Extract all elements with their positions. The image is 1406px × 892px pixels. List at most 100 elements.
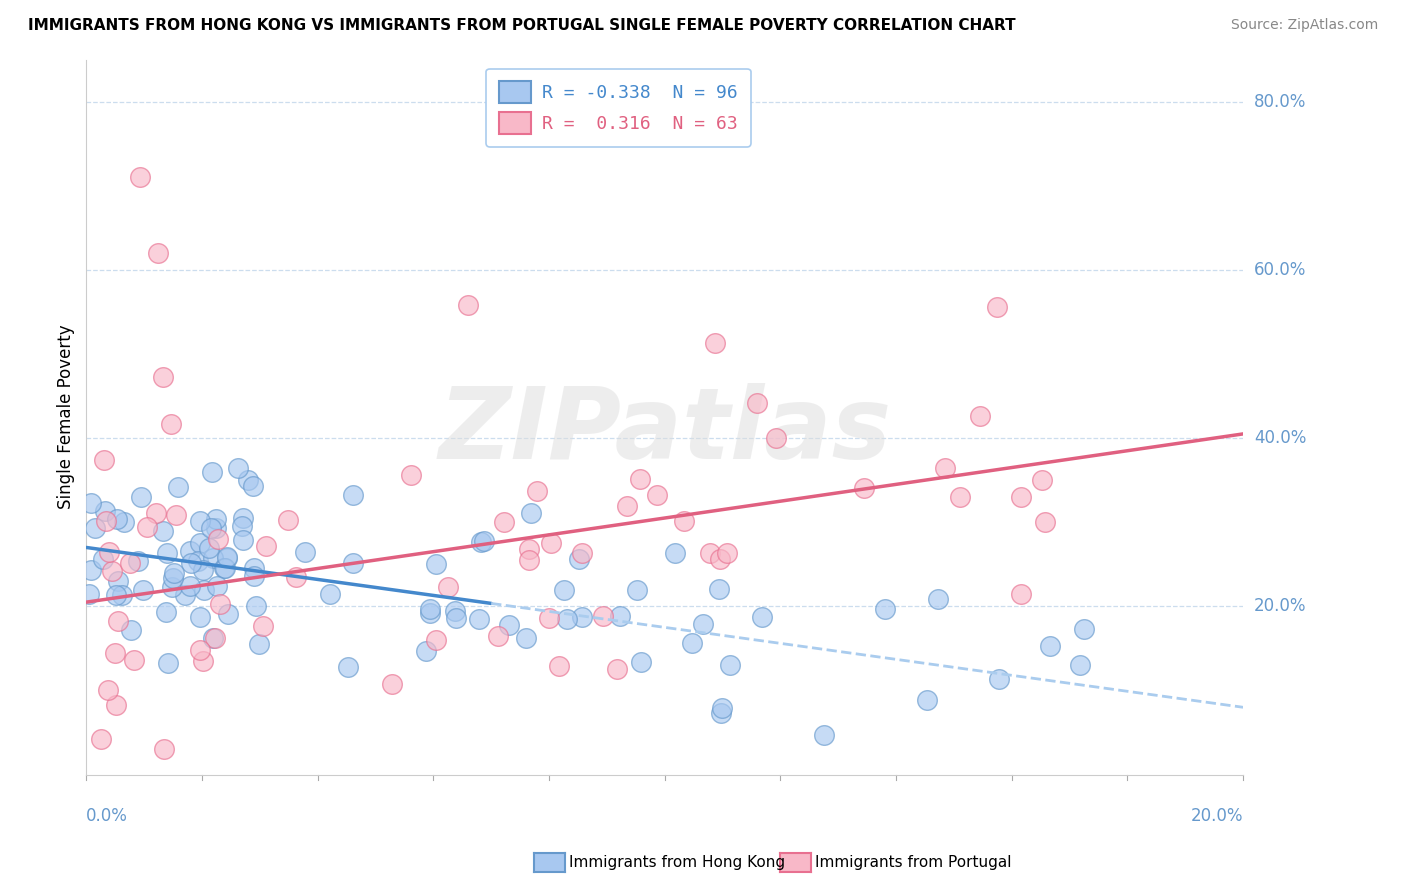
Point xyxy=(1039,639,1062,653)
Text: 20.0%: 20.0% xyxy=(1191,806,1243,825)
Point xyxy=(1031,473,1053,487)
Point xyxy=(191,654,214,668)
Point xyxy=(214,561,236,575)
Point xyxy=(446,611,468,625)
Text: Immigrants from Portugal: Immigrants from Portugal xyxy=(815,855,1012,870)
Point xyxy=(101,564,124,578)
Point xyxy=(188,643,211,657)
Point xyxy=(444,604,467,618)
Point xyxy=(242,561,264,575)
Point xyxy=(105,512,128,526)
Point xyxy=(162,566,184,581)
Point xyxy=(104,698,127,712)
Point xyxy=(180,556,202,570)
Point xyxy=(540,536,562,550)
Point xyxy=(91,551,114,566)
Point xyxy=(205,511,228,525)
Point xyxy=(215,551,238,566)
Point xyxy=(704,336,727,351)
Point xyxy=(747,396,769,410)
Point xyxy=(107,614,129,628)
Point xyxy=(517,541,540,556)
Point xyxy=(152,369,174,384)
Point xyxy=(813,728,835,742)
Point xyxy=(205,521,228,535)
Point xyxy=(198,541,221,555)
Point xyxy=(188,609,211,624)
Point xyxy=(187,554,209,568)
Point xyxy=(201,465,224,479)
Point xyxy=(710,706,733,720)
Point xyxy=(526,484,548,499)
Point xyxy=(934,461,956,475)
Point xyxy=(553,583,575,598)
Point xyxy=(425,558,447,572)
Point xyxy=(709,552,731,566)
Point xyxy=(217,607,239,622)
Point xyxy=(162,571,184,585)
Text: 20.0%: 20.0% xyxy=(1254,598,1306,615)
Point xyxy=(319,587,342,601)
Point xyxy=(215,549,238,564)
Point xyxy=(1010,587,1032,601)
Point xyxy=(419,602,441,616)
Point xyxy=(337,660,360,674)
Point xyxy=(381,676,404,690)
Point xyxy=(155,606,177,620)
Point xyxy=(415,644,437,658)
Point xyxy=(148,246,170,260)
Legend: R = -0.338  N = 96, R =  0.316  N = 63: R = -0.338 N = 96, R = 0.316 N = 63 xyxy=(486,69,751,147)
Point xyxy=(853,481,876,495)
Point xyxy=(97,682,120,697)
Point xyxy=(927,591,949,606)
Point xyxy=(112,515,135,529)
Point xyxy=(630,655,652,669)
Point xyxy=(1010,490,1032,504)
Point xyxy=(236,473,259,487)
Point xyxy=(555,612,578,626)
Point xyxy=(205,579,228,593)
Point xyxy=(664,546,686,560)
Point xyxy=(515,632,537,646)
Point xyxy=(152,742,174,756)
Point xyxy=(472,534,495,549)
Point xyxy=(94,503,117,517)
Text: 40.0%: 40.0% xyxy=(1254,429,1306,447)
Point xyxy=(201,550,224,565)
Point xyxy=(207,532,229,546)
Point xyxy=(498,618,520,632)
Point xyxy=(208,597,231,611)
Point xyxy=(212,561,235,575)
Point xyxy=(97,544,120,558)
Point xyxy=(120,556,142,570)
Point xyxy=(188,536,211,550)
Point xyxy=(94,514,117,528)
Point xyxy=(988,672,1011,686)
Point xyxy=(571,609,593,624)
Point xyxy=(104,646,127,660)
Point xyxy=(969,409,991,423)
Point xyxy=(204,631,226,645)
Point xyxy=(342,556,364,570)
Point xyxy=(875,602,897,616)
Point xyxy=(537,610,560,624)
Point xyxy=(200,521,222,535)
Point xyxy=(716,545,738,559)
Point xyxy=(247,637,270,651)
Point xyxy=(188,514,211,528)
Point xyxy=(399,468,422,483)
Point xyxy=(673,515,696,529)
Text: 80.0%: 80.0% xyxy=(1254,93,1306,111)
Point xyxy=(470,534,492,549)
Point xyxy=(645,488,668,502)
Y-axis label: Single Female Poverty: Single Female Poverty xyxy=(58,325,75,509)
Point xyxy=(173,588,195,602)
Point xyxy=(84,520,107,534)
Point xyxy=(122,653,145,667)
Point xyxy=(711,700,734,714)
Point xyxy=(166,480,188,494)
Point xyxy=(457,298,479,312)
Point xyxy=(592,608,614,623)
Point xyxy=(681,635,703,649)
Point xyxy=(145,507,167,521)
